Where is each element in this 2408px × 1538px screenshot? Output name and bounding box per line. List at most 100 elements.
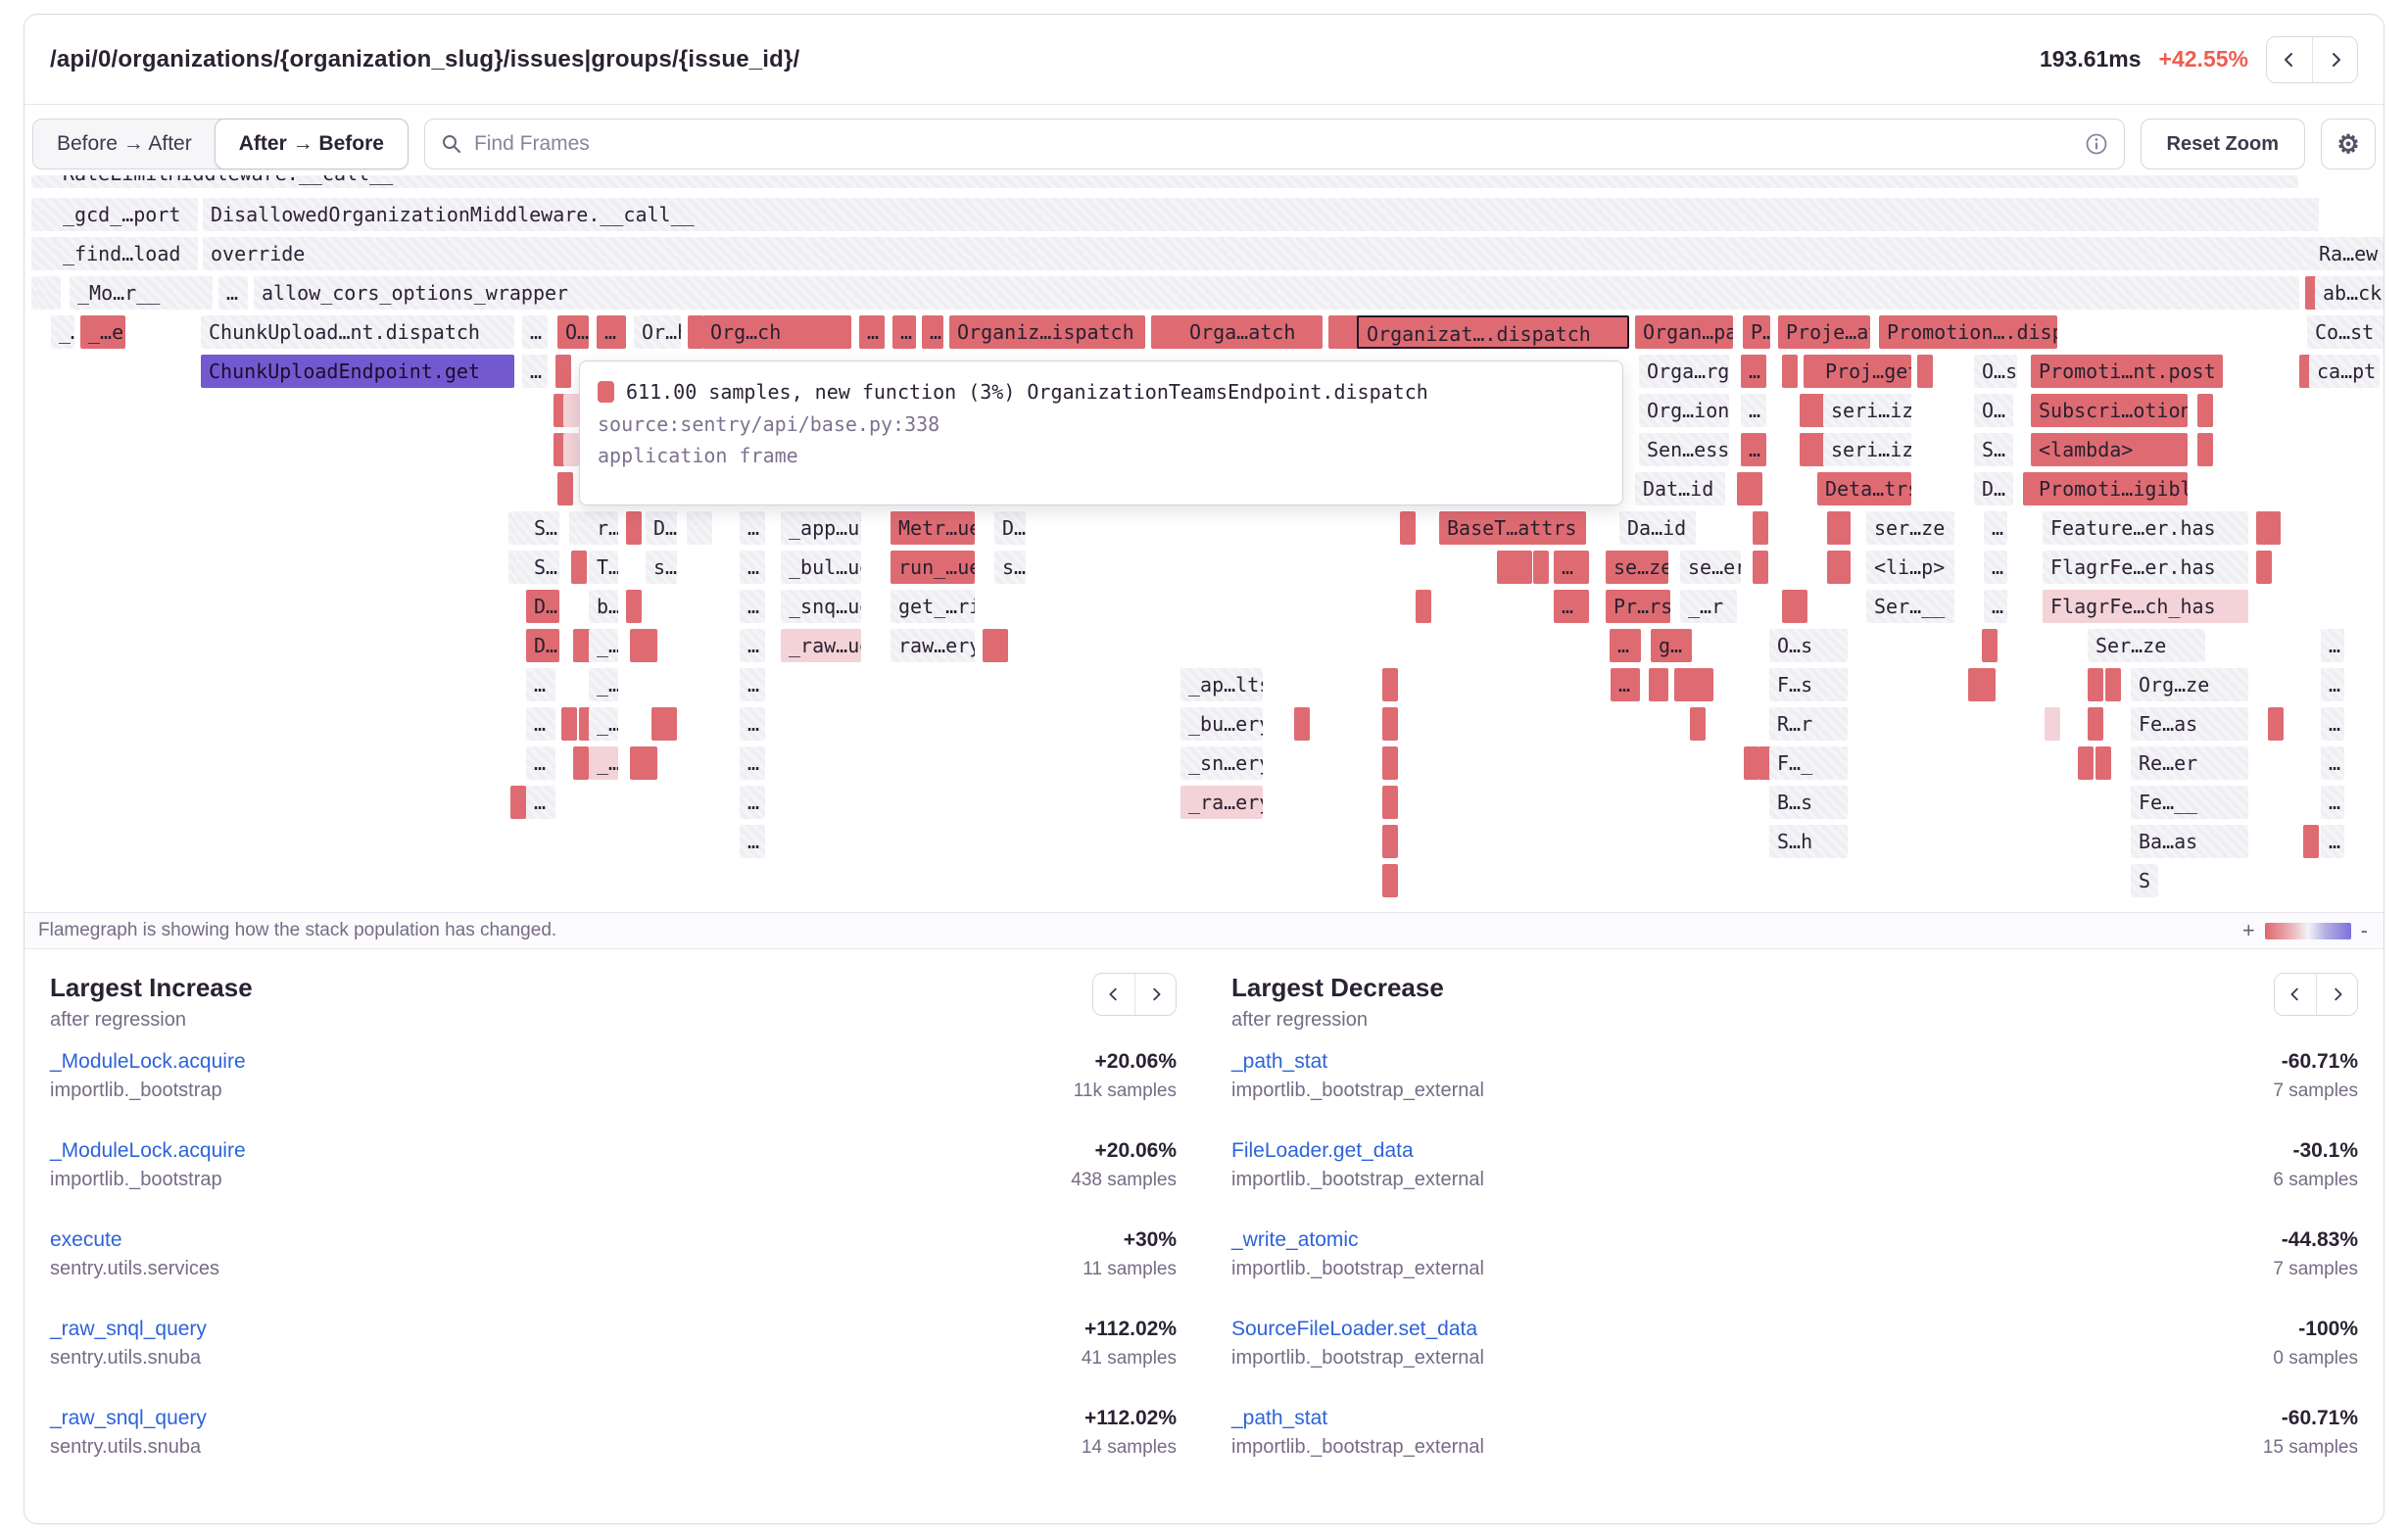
flame-cell[interactable] xyxy=(45,276,61,310)
function-link[interactable]: _path_stat xyxy=(1231,1407,1328,1429)
flame-cell[interactable]: <lambda> xyxy=(2031,433,2188,466)
settings-button[interactable]: ⚙ xyxy=(2321,119,2376,169)
flame-cell[interactable]: S xyxy=(2131,864,2158,897)
flame-cell[interactable] xyxy=(1517,551,1532,584)
increase-prev-button[interactable] xyxy=(1093,974,1134,1015)
flame-cell[interactable] xyxy=(557,472,573,505)
flame-cell[interactable]: _…e xyxy=(80,315,125,349)
flame-cell[interactable]: F…_ xyxy=(1769,746,1848,780)
find-frames-search[interactable] xyxy=(423,119,2125,169)
flame-cell[interactable] xyxy=(642,629,657,662)
flame-cell[interactable]: _…r xyxy=(1680,590,1737,623)
decrease-prev-button[interactable] xyxy=(2275,974,2316,1015)
flame-cell[interactable]: … xyxy=(1984,551,2007,584)
flame-cell[interactable] xyxy=(688,315,703,349)
function-link[interactable]: _path_stat xyxy=(1231,1050,1328,1073)
flame-cell[interactable]: _app…ults xyxy=(781,511,861,545)
flame-cell[interactable] xyxy=(1382,825,1398,858)
increase-next-button[interactable] xyxy=(1134,974,1176,1015)
flame-cell[interactable] xyxy=(1674,668,1713,701)
flame-cell[interactable] xyxy=(1737,472,1762,505)
flame-cell[interactable] xyxy=(1980,668,1996,701)
flame-cell[interactable]: Pr…rs xyxy=(1606,590,1670,623)
flame-cell[interactable]: D…d xyxy=(646,511,677,545)
flame-cell[interactable]: _… xyxy=(589,746,618,780)
flame-cell[interactable]: Fe…__ xyxy=(2131,786,2248,819)
flame-cell[interactable]: … xyxy=(740,629,765,662)
flame-cell[interactable]: T… xyxy=(589,551,618,584)
flame-cell[interactable]: Da…id xyxy=(1619,511,1696,545)
flame-cell[interactable]: Dat…id xyxy=(1635,472,1725,505)
flame-cell[interactable]: _… xyxy=(51,315,74,349)
flame-cell[interactable] xyxy=(1382,864,1398,897)
flame-cell[interactable]: b… xyxy=(589,590,618,623)
flame-cell[interactable] xyxy=(2105,668,2121,701)
flame-cell[interactable] xyxy=(1533,551,1549,584)
flame-cell[interactable]: … xyxy=(1554,590,1589,623)
flame-cell[interactable]: … xyxy=(1741,394,1766,427)
function-link[interactable]: _raw_snql_query xyxy=(50,1318,207,1340)
flame-cell[interactable] xyxy=(2197,394,2213,427)
flame-cell[interactable] xyxy=(1917,355,1933,388)
flame-cell[interactable] xyxy=(2303,825,2319,858)
flame-cell[interactable] xyxy=(1690,707,1706,741)
flame-cell[interactable]: O… xyxy=(1974,394,2013,427)
flame-cell[interactable] xyxy=(2088,668,2103,701)
flame-cell[interactable]: s… xyxy=(646,551,677,584)
flame-cell[interactable] xyxy=(661,707,677,741)
flame-cell[interactable]: _find…load xyxy=(55,237,198,270)
flame-cell[interactable]: _gcd_…port xyxy=(55,198,198,231)
flame-cell[interactable]: ser…ze xyxy=(1866,511,1954,545)
function-link[interactable]: SourceFileLoader.set_data xyxy=(1231,1318,1478,1340)
flame-cell[interactable] xyxy=(992,629,1008,662)
flame-cell[interactable]: Promoti…nt.post xyxy=(2031,355,2223,388)
decrease-next-button[interactable] xyxy=(2316,974,2357,1015)
flame-cell[interactable]: Ser…ze xyxy=(2088,629,2205,662)
flame-cell[interactable]: … xyxy=(892,315,916,349)
flame-cell[interactable] xyxy=(1169,315,1184,349)
function-link[interactable]: _ModuleLock.acquire xyxy=(50,1050,246,1073)
flame-cell[interactable] xyxy=(1382,668,1398,701)
flame-cell[interactable] xyxy=(510,786,526,819)
flame-cell[interactable] xyxy=(1792,590,1807,623)
flame-cell[interactable] xyxy=(1827,551,1851,584)
flame-cell[interactable]: D… xyxy=(526,629,559,662)
flame-cell[interactable]: … xyxy=(740,511,765,545)
flame-cell[interactable]: R…r xyxy=(1769,707,1848,741)
flame-cell[interactable] xyxy=(1649,668,1668,701)
flame-cell[interactable]: ab…ck xyxy=(2315,276,2384,310)
flame-cell[interactable]: _Mo…r__ xyxy=(70,276,213,310)
flame-cell[interactable] xyxy=(2268,707,2284,741)
flame-cell[interactable]: … xyxy=(522,355,548,388)
flame-cell[interactable]: … xyxy=(859,315,885,349)
flame-cell[interactable]: … xyxy=(740,551,765,584)
flame-cell[interactable] xyxy=(1416,590,1431,623)
flame-cell[interactable]: _ra…ery xyxy=(1180,786,1263,819)
flame-cell[interactable] xyxy=(1382,746,1398,780)
flame-cell[interactable] xyxy=(1382,786,1398,819)
flame-cell[interactable] xyxy=(1382,707,1398,741)
function-link[interactable]: FileLoader.get_data xyxy=(1231,1139,1414,1162)
flame-cell[interactable]: … xyxy=(1741,355,1766,388)
flame-cell[interactable]: Org…ch xyxy=(702,315,851,349)
flame-cell[interactable]: _… xyxy=(589,668,618,701)
search-input[interactable] xyxy=(473,132,2073,156)
flame-cell[interactable]: Ba…as xyxy=(2131,825,2248,858)
flame-cell[interactable]: … xyxy=(526,668,555,701)
flame-cell[interactable]: g… xyxy=(1651,629,1692,662)
flame-cell[interactable]: … xyxy=(740,590,765,623)
flame-cell[interactable]: D…d xyxy=(994,511,1026,545)
flame-cell[interactable] xyxy=(697,511,712,545)
flame-cell[interactable]: … xyxy=(2321,668,2344,701)
function-link[interactable]: execute xyxy=(50,1228,122,1251)
flame-cell[interactable]: O… xyxy=(557,315,589,349)
flame-cell[interactable]: RateLimitMiddleware.__call__ xyxy=(55,175,2298,188)
flame-cell[interactable]: Promotion….dispatch xyxy=(1879,315,2057,349)
flame-cell[interactable] xyxy=(555,355,571,388)
flame-cell[interactable]: get_…ries xyxy=(891,590,975,623)
prev-regression-button[interactable] xyxy=(2267,36,2312,82)
flame-cell[interactable]: F…s xyxy=(1769,668,1848,701)
flame-cell[interactable]: … xyxy=(522,315,548,349)
flame-cell[interactable]: DisallowedOrganizationMiddleware.__call_… xyxy=(203,198,2319,231)
flame-cell[interactable] xyxy=(2256,551,2272,584)
